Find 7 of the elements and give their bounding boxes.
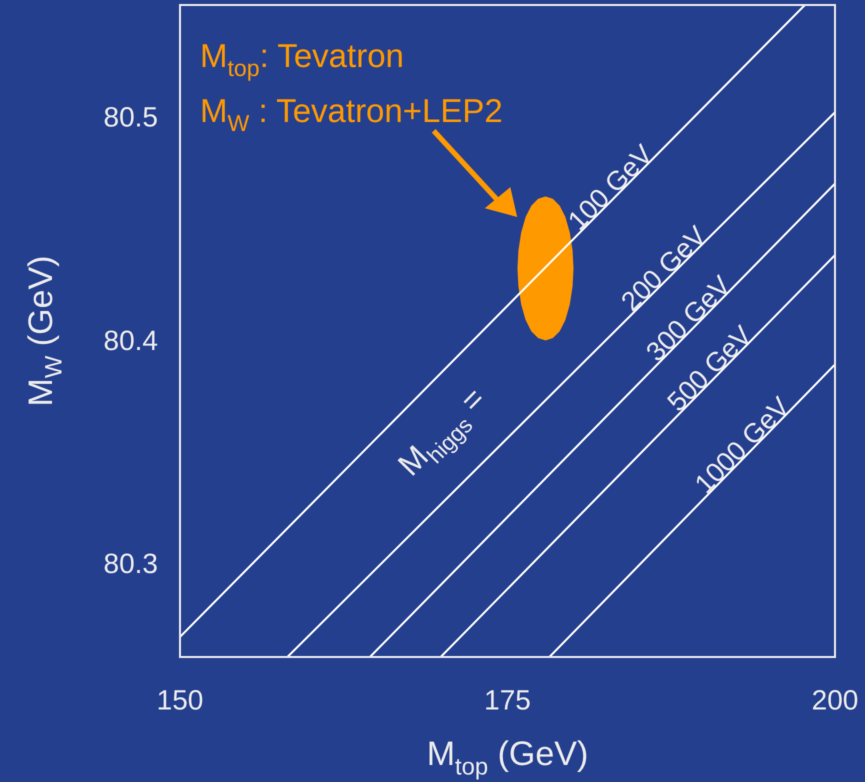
x-tick-label: 200 — [812, 684, 858, 716]
y-axis-title: MW (GeV) — [22, 256, 68, 406]
x-tick-label: 150 — [156, 684, 204, 716]
x-tick-label: 175 — [484, 684, 531, 716]
y-tick-label: 80.4 — [104, 324, 158, 356]
y-tick-label: 80.5 — [104, 102, 158, 133]
y-tick-label: 80.3 — [104, 548, 158, 580]
